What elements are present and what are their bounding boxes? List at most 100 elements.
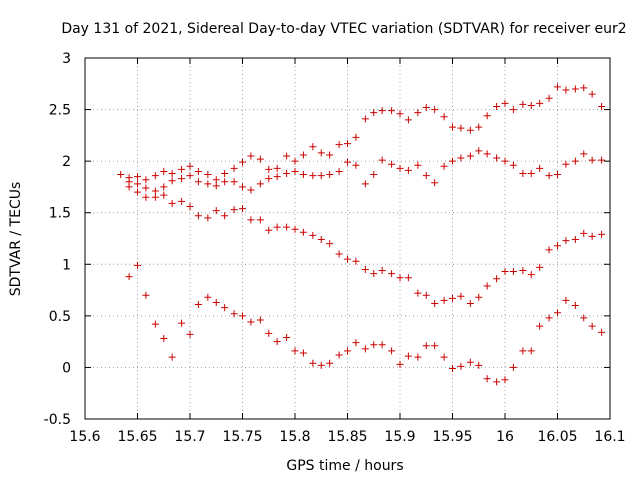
series-4-points: [125, 261, 606, 386]
data-point: [431, 342, 439, 350]
data-point: [142, 176, 150, 184]
data-point: [414, 161, 422, 169]
grid-lines: [85, 58, 610, 419]
y-axis-label: SDTVAR / TECUs: [8, 182, 24, 297]
series-3-points: [125, 183, 606, 307]
data-points: [117, 83, 606, 386]
data-point: [134, 188, 141, 196]
data-point: [519, 266, 527, 274]
data-point: [457, 362, 465, 370]
x-tick-label: 15.7: [174, 429, 205, 445]
data-point: [598, 156, 606, 164]
data-point: [545, 94, 553, 102]
data-point: [396, 110, 404, 118]
data-point: [536, 164, 544, 172]
data-point: [309, 143, 317, 151]
data-point: [475, 361, 483, 369]
data-point: [344, 347, 351, 355]
data-point: [527, 170, 535, 178]
data-point: [160, 335, 168, 343]
x-tick-label: 15.95: [432, 429, 472, 445]
data-point: [501, 376, 509, 384]
data-point: [483, 375, 491, 383]
data-point: [554, 309, 561, 317]
data-point: [519, 100, 527, 108]
data-point: [194, 167, 202, 175]
data-point: [449, 364, 456, 372]
x-axis-label: GPS time / hours: [286, 458, 403, 474]
data-point: [545, 314, 553, 322]
data-point: [352, 133, 360, 141]
data-point: [326, 151, 334, 159]
data-point: [142, 184, 150, 192]
data-point: [134, 173, 141, 181]
data-point: [580, 314, 588, 322]
data-point: [562, 296, 570, 304]
data-point: [422, 104, 430, 112]
y-tick-label: 0.5: [49, 309, 71, 325]
data-point: [309, 172, 317, 180]
data-point: [221, 304, 229, 312]
data-point: [562, 237, 570, 245]
data-point: [475, 293, 483, 301]
y-tick-label: 2: [62, 154, 71, 170]
data-point: [509, 268, 517, 276]
data-point: [326, 240, 334, 248]
data-point: [562, 86, 570, 94]
data-point: [265, 226, 273, 234]
data-point: [283, 170, 291, 178]
data-point: [554, 83, 561, 91]
data-point: [388, 160, 396, 168]
data-point: [204, 180, 212, 188]
data-point: [378, 341, 386, 349]
data-point: [178, 197, 186, 205]
data-point: [317, 149, 325, 157]
data-point: [571, 157, 579, 165]
data-point: [404, 166, 412, 174]
data-point: [125, 273, 133, 281]
data-point: [361, 115, 369, 123]
data-point: [431, 299, 439, 307]
data-point: [580, 229, 588, 237]
data-point: [178, 175, 186, 183]
data-point: [160, 191, 168, 199]
data-point: [501, 157, 509, 165]
data-point: [151, 187, 159, 195]
data-point: [580, 84, 588, 92]
data-point: [527, 271, 535, 279]
x-tick-label: 16.05: [537, 429, 577, 445]
data-point: [501, 99, 509, 107]
data-point: [273, 164, 281, 172]
data-point: [571, 85, 579, 93]
data-point: [422, 172, 430, 180]
data-point: [588, 322, 596, 330]
data-point: [134, 261, 141, 269]
data-point: [475, 147, 483, 155]
data-point: [396, 274, 404, 282]
data-point: [440, 353, 448, 361]
data-point: [335, 250, 343, 258]
data-point: [283, 334, 291, 342]
data-point: [168, 177, 176, 185]
chart-title: Day 131 of 2021, Sidereal Day-to-day VTE…: [61, 21, 626, 37]
data-point: [142, 291, 150, 299]
data-point: [519, 347, 527, 355]
data-point: [598, 230, 606, 238]
data-point: [134, 180, 141, 188]
data-point: [388, 347, 396, 355]
data-point: [509, 161, 517, 169]
data-point: [352, 257, 360, 265]
data-point: [265, 175, 273, 183]
data-point: [457, 154, 465, 162]
data-point: [527, 101, 535, 109]
data-point: [493, 102, 501, 110]
data-point: [378, 156, 386, 164]
data-point: [317, 236, 325, 244]
data-point: [256, 316, 264, 324]
data-point: [283, 223, 291, 231]
x-tick-labels: 15.6 15.65 15.7 15.75 15.8 15.85 15.9 15.95 16 16…: [69, 429, 625, 445]
data-point: [562, 160, 570, 168]
data-point: [509, 106, 517, 114]
data-point: [493, 275, 501, 283]
